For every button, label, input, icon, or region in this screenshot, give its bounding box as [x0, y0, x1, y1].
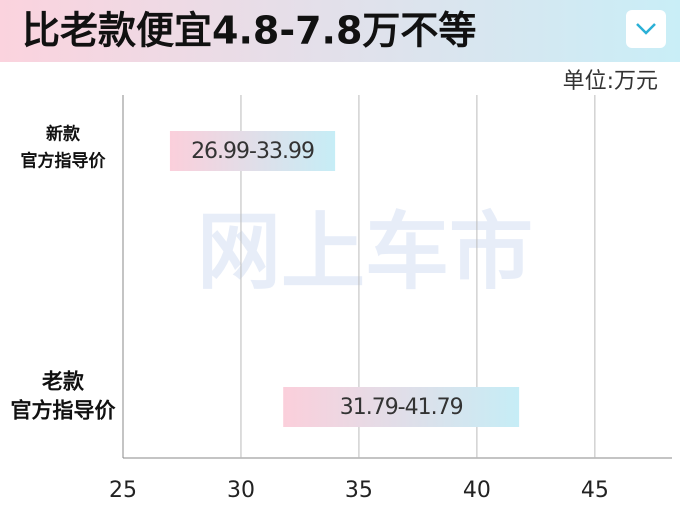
value-label: 31.79-41.79: [340, 395, 463, 420]
category-label: 官方指导价: [11, 398, 117, 423]
category-label: 新款: [46, 124, 81, 145]
unit-label: 单位:万元: [563, 69, 658, 94]
category-label: 官方指导价: [21, 151, 107, 172]
x-tick-label: 30: [227, 478, 255, 503]
chevron[interactable]: [636, 23, 656, 35]
value-label: 26.99-33.99: [191, 139, 314, 164]
bar: [169, 131, 336, 171]
title-bar: [0, 0, 680, 62]
x-tick-label: 45: [581, 478, 609, 503]
x-tick-label: 40: [463, 478, 491, 503]
watermark: 网上车市: [197, 203, 533, 301]
bar: [283, 387, 520, 427]
dropdown-button[interactable]: [626, 10, 666, 48]
dropdown-bg[interactable]: [626, 10, 666, 48]
category-label: 老款: [42, 369, 85, 394]
chart-title: 比老款便宜4.8-7.8万不等: [22, 9, 476, 53]
x-tick-label: 25: [109, 478, 137, 503]
x-tick-label: 35: [345, 478, 373, 503]
